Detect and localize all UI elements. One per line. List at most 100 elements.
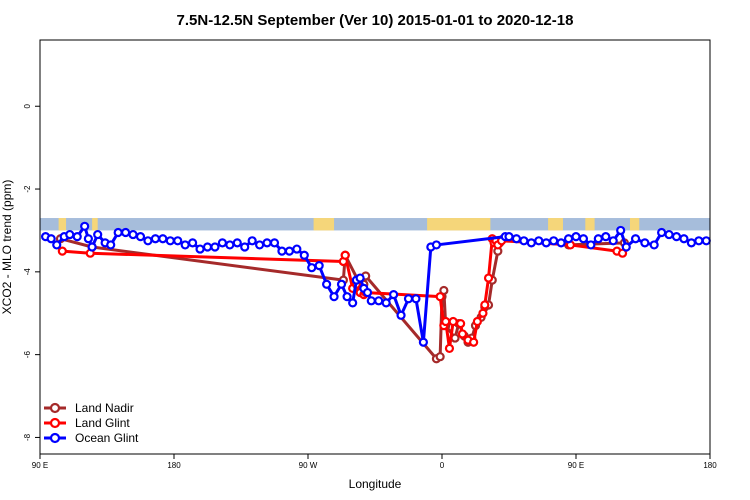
legend-label: Land Nadir — [75, 401, 134, 415]
data-point — [534, 236, 544, 246]
data-point — [366, 296, 376, 306]
y-tick-label: -6 — [23, 351, 32, 359]
data-point — [441, 316, 451, 327]
x-tick-label: 90 E — [32, 461, 48, 470]
data-point — [180, 240, 190, 250]
data-point — [72, 232, 82, 242]
data-point — [83, 234, 93, 244]
x-axis-label: Longitude — [349, 477, 402, 491]
legend-marker — [49, 417, 61, 429]
data-point — [292, 244, 302, 254]
data-point — [46, 234, 56, 244]
series-ocean-glint — [40, 221, 711, 347]
data-point — [396, 310, 406, 320]
y-tick-label: -2 — [23, 185, 32, 193]
land-segment — [629, 218, 640, 231]
data-point — [217, 238, 227, 248]
data-point — [269, 238, 280, 248]
data-point — [173, 236, 183, 246]
y-axis-label: XCO2 - MLO trend (ppm) — [0, 180, 14, 315]
data-point — [65, 229, 75, 240]
y-tick-label: -8 — [23, 433, 32, 441]
data-point — [87, 242, 97, 252]
data-point — [113, 227, 123, 238]
data-point — [247, 236, 257, 246]
data-point — [374, 296, 384, 306]
data-point — [158, 234, 168, 244]
data-point — [106, 240, 116, 250]
data-point — [483, 273, 494, 283]
data-point — [322, 279, 332, 289]
data-point — [586, 240, 596, 250]
x-tick-label: 90 E — [568, 461, 584, 470]
data-point — [478, 308, 488, 318]
x-tick-label: 90 W — [299, 461, 318, 470]
data-point — [143, 236, 153, 246]
data-point — [480, 300, 490, 310]
data-point — [649, 240, 659, 250]
data-point — [150, 234, 160, 244]
data-point — [389, 290, 399, 300]
land-segment — [92, 218, 98, 231]
data-point — [262, 238, 272, 248]
data-point — [225, 240, 235, 250]
data-point — [307, 263, 317, 273]
data-point — [188, 238, 198, 248]
data-point — [121, 227, 131, 238]
data-point — [448, 316, 458, 327]
data-point — [411, 294, 421, 304]
legend-marker — [49, 402, 61, 414]
y-axis: 0 -2 -4 -6 -8 — [23, 103, 40, 441]
legend-label: Land Glint — [75, 416, 130, 430]
data-point — [195, 244, 205, 254]
data-point — [135, 232, 146, 242]
data-point — [232, 238, 242, 248]
legend-label: Ocean Glint — [75, 431, 139, 445]
x-tick-label: 180 — [703, 461, 717, 470]
data-point — [601, 232, 611, 242]
data-point — [329, 292, 339, 302]
ocean-band — [40, 218, 710, 231]
data-point — [549, 236, 559, 246]
data-point — [472, 316, 482, 327]
data-point — [439, 285, 449, 296]
data-point — [701, 236, 711, 246]
data-point — [381, 298, 391, 308]
data-point — [80, 221, 90, 231]
data-point — [563, 234, 574, 244]
data-point — [284, 246, 294, 256]
data-point — [340, 250, 350, 260]
data-point — [640, 238, 650, 248]
data-point — [657, 227, 667, 238]
data-point — [456, 318, 466, 329]
data-point — [457, 329, 468, 339]
data-point — [314, 261, 324, 271]
data-point — [277, 246, 287, 256]
data-point — [336, 279, 347, 289]
land-segment — [427, 218, 491, 231]
data-point — [671, 232, 682, 242]
data-point — [355, 273, 365, 283]
land-segment — [58, 218, 67, 231]
data-point — [444, 343, 455, 354]
land-segment — [548, 218, 563, 231]
data-point — [93, 229, 103, 240]
x-tick-label: 0 — [440, 461, 445, 470]
data-point — [255, 240, 265, 250]
data-point — [664, 229, 674, 240]
data-point — [608, 236, 618, 246]
data-point — [686, 238, 696, 248]
data-point — [526, 238, 536, 248]
data-point — [679, 234, 689, 244]
data-point — [593, 234, 603, 244]
data-point — [418, 337, 428, 347]
plot-frame — [39, 39, 711, 455]
data-point — [57, 246, 67, 256]
data-point — [299, 250, 309, 260]
legend-marker — [49, 432, 61, 444]
data-point — [362, 287, 373, 298]
land-segment — [313, 218, 335, 231]
data-point — [617, 248, 628, 258]
